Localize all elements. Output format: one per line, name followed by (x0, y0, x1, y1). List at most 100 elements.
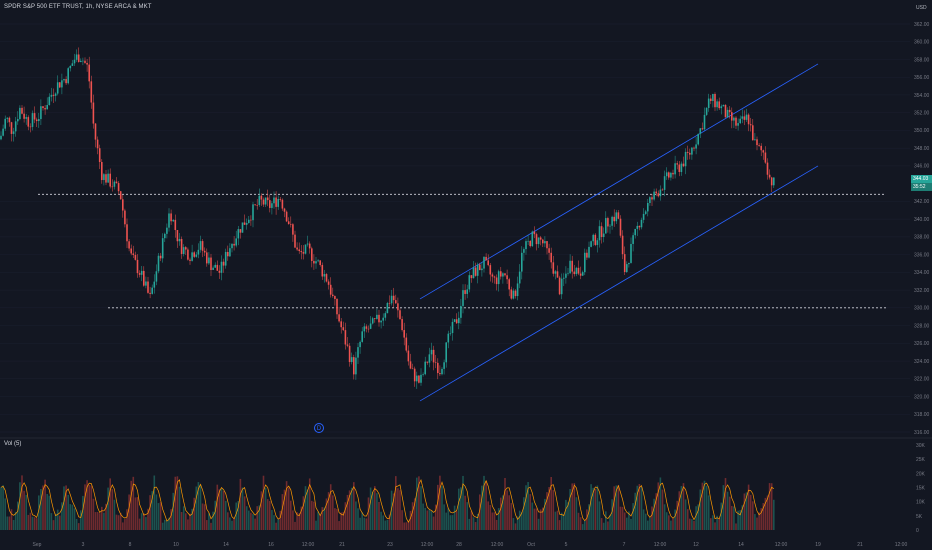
candle-body (460, 305, 462, 318)
horizontal-levels[interactable] (38, 193, 886, 309)
candle-body (395, 300, 397, 304)
price-tick-label: 330.00 (914, 306, 930, 312)
volume-bar (182, 506, 185, 530)
time-tick-label: 8 (129, 542, 132, 548)
volume-bar (275, 522, 277, 530)
candle-body (243, 222, 246, 225)
volume-bar (474, 522, 477, 530)
candle-body (319, 260, 321, 265)
candle-body (376, 314, 378, 319)
candle-body (649, 197, 651, 203)
candle-body (600, 226, 603, 238)
candle-body (220, 261, 223, 273)
volume-bar (327, 492, 330, 530)
time-axis[interactable]: Sep 3 8 10 14 16 12:00 21 23 12:00 28 12:00 Oct 5 7 12:… (33, 542, 908, 548)
price-tick-label: 316.00 (914, 430, 930, 436)
candle-body (525, 241, 527, 250)
price-tick-label: 348.00 (914, 146, 930, 152)
candle-body (447, 333, 450, 343)
candle-body (405, 337, 408, 351)
volume-bar (758, 512, 760, 530)
volume-bar (701, 482, 704, 530)
candle-body (250, 219, 252, 221)
candle-body (722, 104, 725, 107)
volume-bar (147, 508, 149, 530)
candle-body (449, 333, 452, 334)
candle-body (382, 317, 384, 321)
volume-bar (33, 517, 36, 530)
time-tick-label: Sep (33, 542, 42, 548)
candle-body (535, 234, 538, 245)
candle-body (122, 199, 124, 211)
price-axis[interactable]: 362.00 360.00 358.00 356.00 354.00 352.00 350.… (914, 22, 930, 436)
candle-body (359, 341, 361, 348)
candle-body (327, 281, 330, 285)
candle-body (222, 261, 225, 266)
volume-bar (535, 508, 538, 530)
time-tick-label: 21 (339, 542, 345, 548)
candle-body (210, 257, 212, 270)
volume-bar (678, 491, 681, 530)
time-tick-label: 7 (623, 542, 626, 548)
price-tick-label: 334.00 (914, 270, 930, 276)
volume-bar (434, 504, 437, 530)
volume-bar (357, 508, 359, 530)
candle-body (411, 368, 414, 370)
candle-body (619, 218, 622, 236)
volume-bar (42, 485, 44, 530)
candle-body (101, 162, 103, 181)
volume-tick-label: 25K (916, 457, 926, 463)
candle-body (575, 267, 578, 275)
volume-bar (607, 521, 609, 530)
candle-body (44, 108, 46, 110)
candle-body (508, 279, 510, 290)
candle-body (623, 254, 626, 273)
volume-bar (672, 518, 674, 530)
volume-bar (703, 480, 706, 530)
volume-bar (96, 511, 99, 530)
volume-bar (768, 483, 771, 530)
candle-body (151, 287, 153, 294)
volume-bar (605, 511, 607, 530)
volume-bar (168, 517, 170, 530)
volume-bar (485, 480, 487, 530)
candle-body (401, 319, 403, 331)
volume-bar (657, 482, 660, 530)
volume-bar (250, 512, 252, 530)
volume-bar (300, 506, 303, 530)
volume-bar (273, 515, 275, 530)
volume-bar (405, 522, 408, 530)
price-channel[interactable] (419, 63, 819, 402)
candle-body (113, 181, 116, 187)
volume-bar (399, 490, 401, 530)
volume-bar (124, 519, 126, 530)
candle-body (315, 261, 317, 264)
volume-bar (136, 497, 139, 530)
volume-bar (287, 487, 290, 530)
candle-body (235, 238, 237, 246)
volume-bar (441, 486, 443, 530)
candle-body (766, 162, 769, 175)
volume-bar (292, 510, 294, 530)
volume-bar (451, 515, 454, 530)
volume-bar (63, 486, 65, 530)
candle-body (428, 354, 431, 363)
volume-bar (659, 477, 662, 530)
volume-bar (560, 512, 563, 530)
candle-body (552, 262, 555, 274)
volume-legend[interactable]: Vol (5) (4, 441, 22, 447)
time-tick-label: Oct (527, 542, 535, 548)
candle-body (768, 174, 771, 178)
volume-bar (336, 509, 338, 530)
dividend-event-icon[interactable]: D (314, 423, 324, 433)
volume-bar (649, 517, 651, 530)
volume-bar (319, 514, 321, 530)
candle-body (61, 80, 63, 88)
candle-body (378, 314, 380, 323)
volume-bar (525, 485, 527, 530)
candle-body (504, 273, 506, 276)
candle-body (132, 253, 135, 255)
candle-body (476, 264, 479, 276)
candle-body (191, 252, 193, 261)
